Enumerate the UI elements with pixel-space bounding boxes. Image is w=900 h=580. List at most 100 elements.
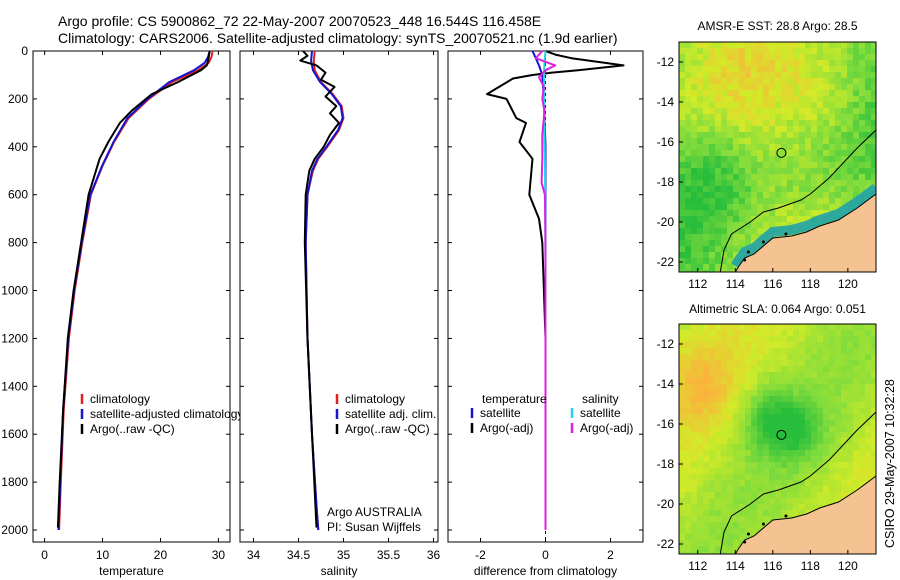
field-cell xyxy=(793,48,800,55)
field-cell xyxy=(685,180,692,187)
field-cell xyxy=(709,186,716,193)
field-cell xyxy=(757,522,764,529)
field-cell xyxy=(763,138,770,145)
field-cell xyxy=(823,144,830,151)
field-cell xyxy=(871,438,876,445)
field-cell xyxy=(787,48,794,55)
field-cell xyxy=(691,546,698,553)
field-cell xyxy=(865,132,872,139)
field-cell xyxy=(787,348,794,355)
field-cell xyxy=(853,432,860,439)
field-cell xyxy=(685,438,692,445)
field-cell xyxy=(859,354,866,361)
field-cell xyxy=(703,270,710,272)
field-cell xyxy=(835,204,842,211)
field-cell xyxy=(727,402,734,409)
field-cell xyxy=(871,420,876,427)
field-cell xyxy=(757,348,764,355)
field-cell xyxy=(721,498,728,505)
field-cell xyxy=(691,456,698,463)
field-cell xyxy=(721,348,728,355)
field-cell xyxy=(679,336,686,343)
field-cell xyxy=(715,126,722,133)
field-cell xyxy=(781,480,788,487)
field-cell xyxy=(733,516,740,523)
field-cell xyxy=(745,216,752,223)
land-mass xyxy=(734,475,876,554)
field-cell xyxy=(799,456,806,463)
field-cell xyxy=(715,66,722,73)
field-cell xyxy=(811,450,818,457)
field-cell xyxy=(811,168,818,175)
field-cell xyxy=(865,120,872,127)
field-cell xyxy=(841,126,848,133)
field-cell xyxy=(871,48,876,55)
field-cell xyxy=(787,468,794,475)
field-cell xyxy=(811,120,818,127)
field-cell xyxy=(739,516,746,523)
field-cell xyxy=(847,366,854,373)
field-cell xyxy=(727,456,734,463)
field-cell xyxy=(733,492,740,499)
field-cell xyxy=(823,492,830,499)
field-cell xyxy=(817,504,824,511)
field-cell xyxy=(817,84,824,91)
field-cell xyxy=(727,138,734,145)
field-cell xyxy=(817,48,824,55)
field-cell xyxy=(751,42,758,49)
field-cell xyxy=(823,342,830,349)
field-cell xyxy=(835,366,842,373)
field-cell xyxy=(817,330,824,337)
field-cell xyxy=(739,420,746,427)
field-cell xyxy=(703,228,710,235)
field-cell xyxy=(865,414,872,421)
field-cell xyxy=(871,384,876,391)
field-cell xyxy=(853,348,860,355)
field-cell xyxy=(847,450,854,457)
field-cell xyxy=(793,114,800,121)
field-cell xyxy=(781,384,788,391)
field-cell xyxy=(757,492,764,499)
field-cell xyxy=(715,156,722,163)
field-cell xyxy=(733,324,740,331)
field-cell xyxy=(739,504,746,511)
field-cell xyxy=(871,162,876,169)
field-cell xyxy=(859,108,866,115)
field-cell xyxy=(727,180,734,187)
field-cell xyxy=(691,108,698,115)
field-cell xyxy=(859,156,866,163)
field-cell xyxy=(697,408,704,415)
field-cell xyxy=(811,72,818,79)
field-cell xyxy=(757,78,764,85)
field-cell xyxy=(697,444,704,451)
field-cell xyxy=(847,390,854,397)
field-cell xyxy=(685,252,692,259)
field-cell xyxy=(703,102,710,109)
field-cell xyxy=(697,54,704,61)
field-cell xyxy=(775,168,782,175)
field-cell xyxy=(751,66,758,73)
field-cell xyxy=(865,360,872,367)
field-cell xyxy=(709,84,716,91)
field-cell xyxy=(859,360,866,367)
field-cell xyxy=(709,360,716,367)
field-cell xyxy=(835,408,842,415)
field-cell xyxy=(703,402,710,409)
field-cell xyxy=(811,138,818,145)
field-cell xyxy=(745,84,752,91)
field-cell xyxy=(709,228,716,235)
field-cell xyxy=(847,54,854,61)
field-cell xyxy=(787,432,794,439)
field-cell xyxy=(853,438,860,445)
field-cell xyxy=(757,342,764,349)
field-cell xyxy=(853,192,860,199)
field-cell xyxy=(769,462,776,469)
field-cell xyxy=(775,408,782,415)
salinity-xlabel: salinity xyxy=(321,564,358,578)
field-cell xyxy=(823,348,830,355)
field-cell xyxy=(727,534,734,541)
field-cell xyxy=(739,522,746,529)
field-cell xyxy=(769,516,776,523)
field-cell xyxy=(691,66,698,73)
